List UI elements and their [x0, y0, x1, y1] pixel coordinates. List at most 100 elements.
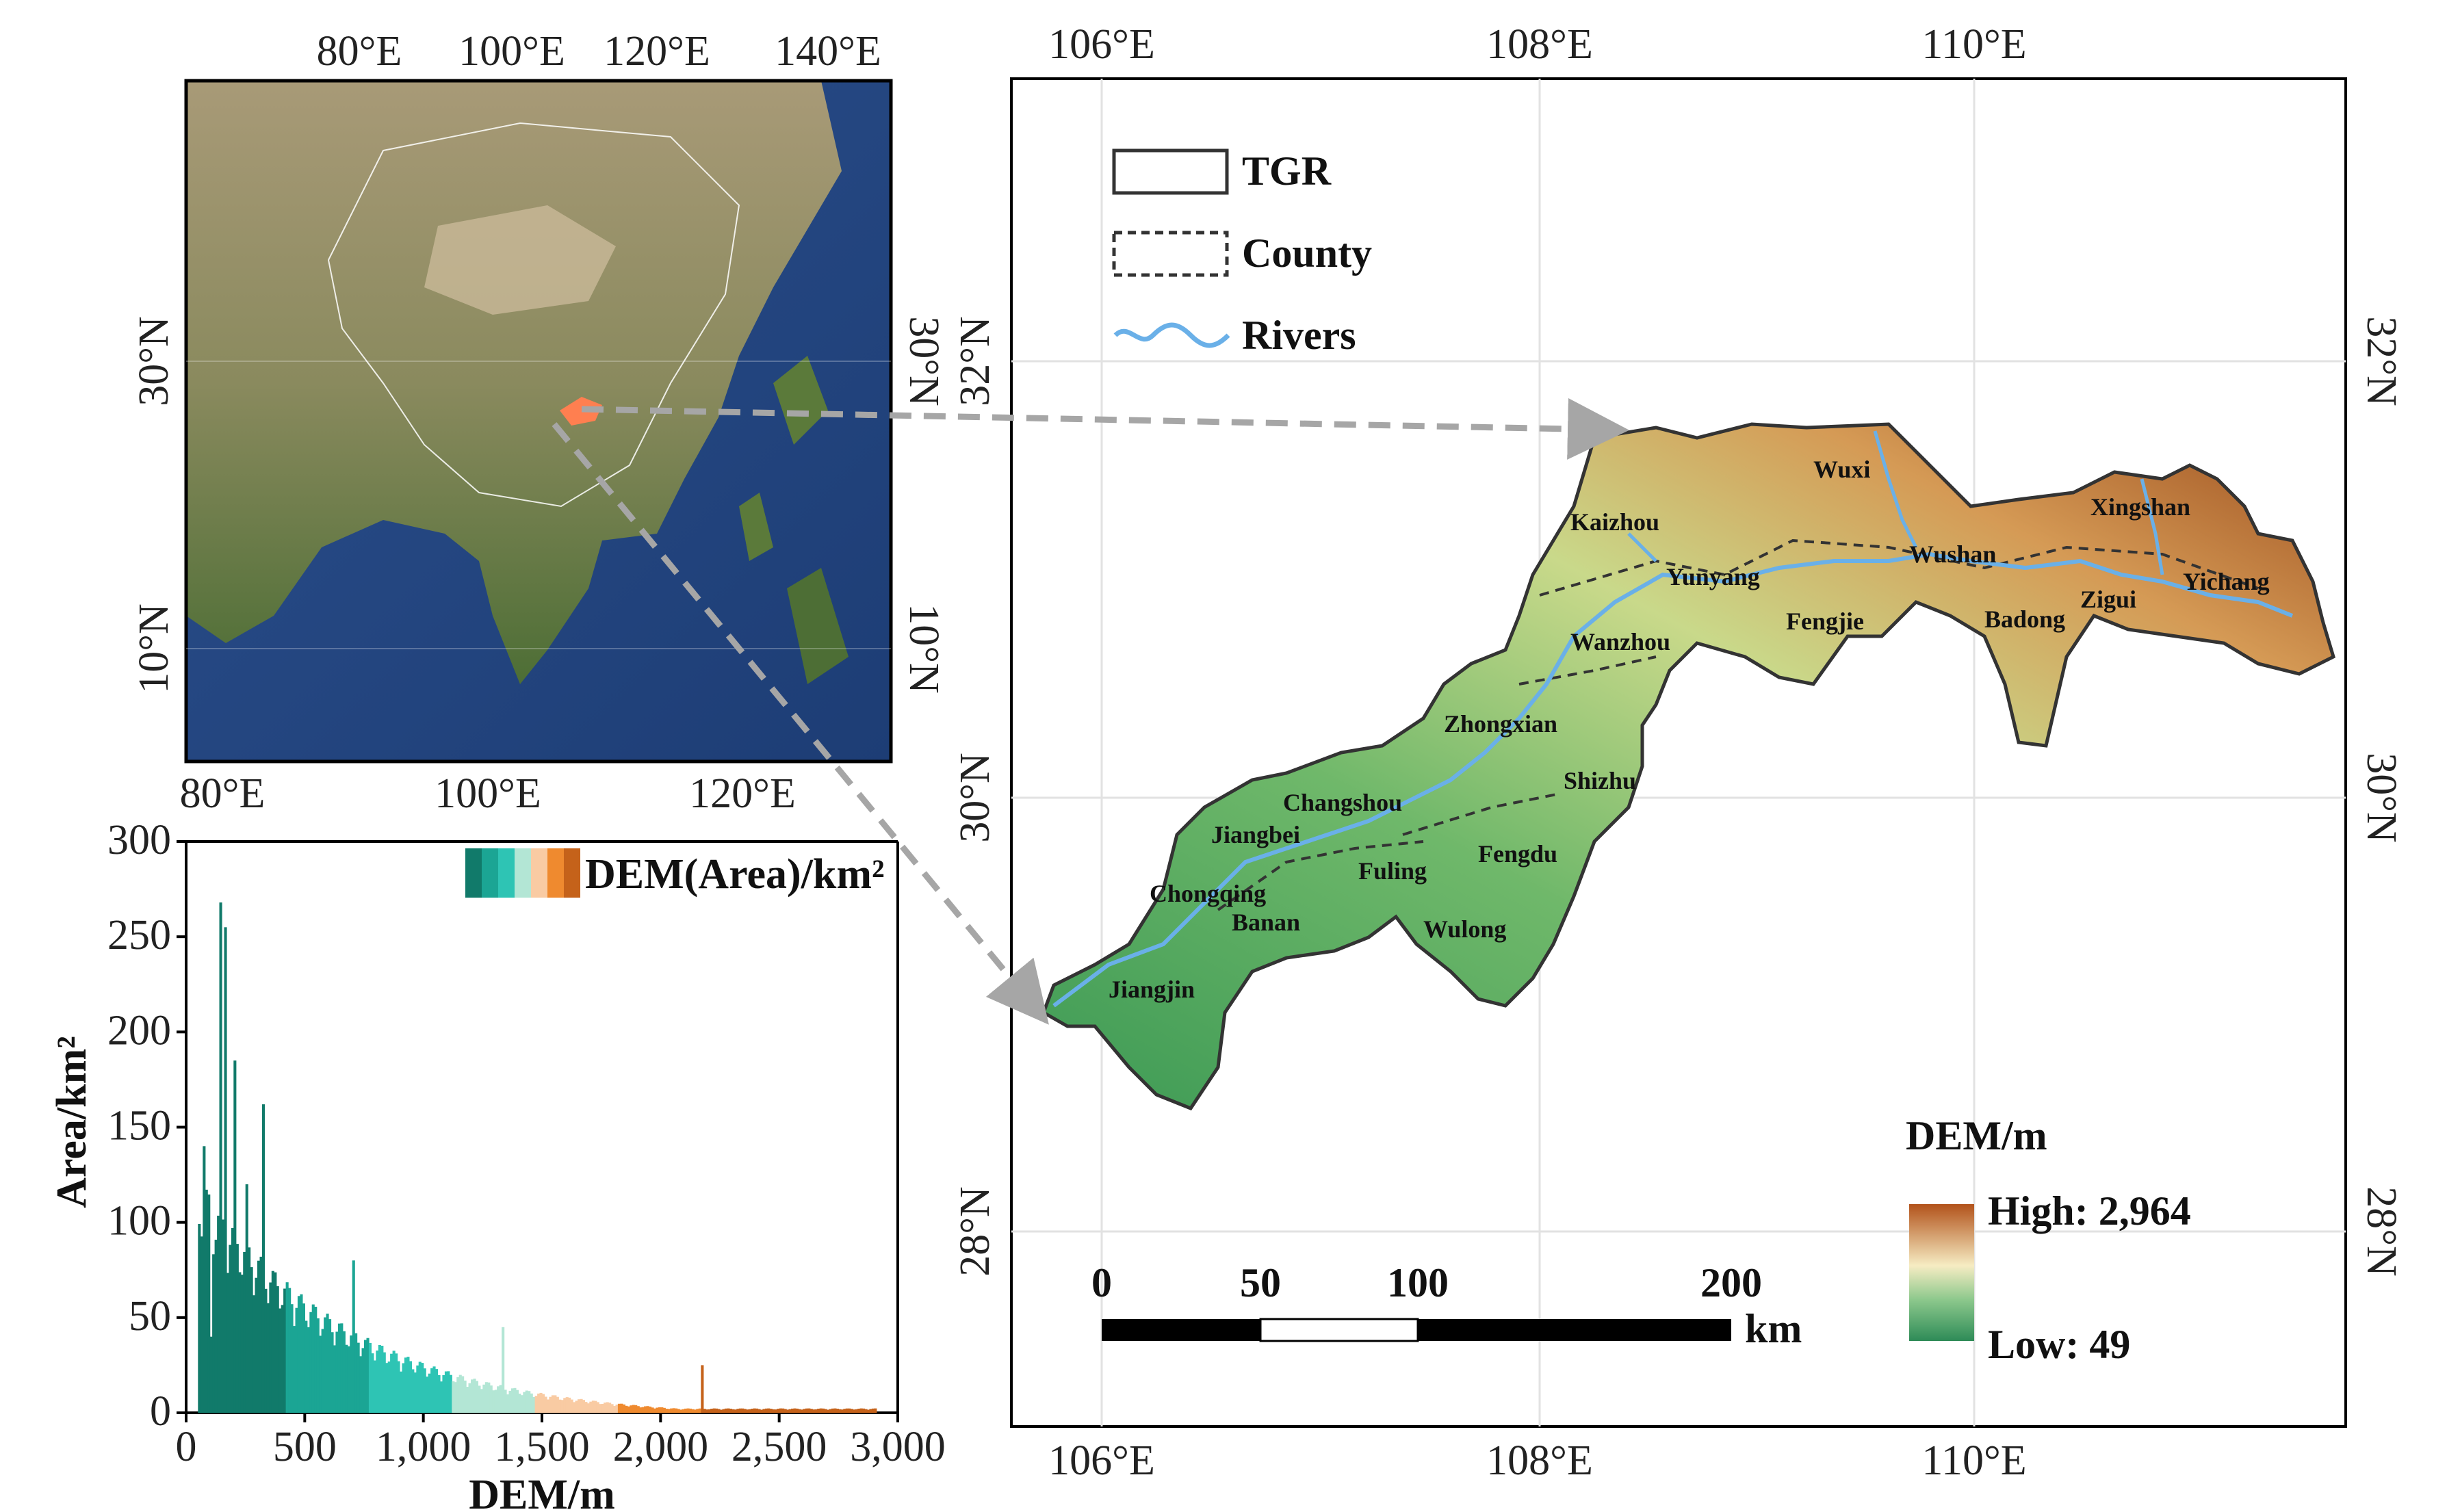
- hist-bar: [859, 1408, 863, 1413]
- hist-bar: [862, 1408, 866, 1413]
- hist-bar: [352, 1260, 355, 1413]
- hist-bar: [563, 1398, 567, 1413]
- hist-bar: [850, 1409, 853, 1413]
- main-left-tick: 28°N: [952, 1186, 998, 1277]
- scale-bar-segment: [1418, 1319, 1731, 1341]
- hist-bar: [582, 1400, 585, 1413]
- hist-bar: [248, 1247, 251, 1413]
- dem-color-ramp: [1909, 1204, 1974, 1341]
- hist-bar: [817, 1409, 820, 1413]
- hist-bar: [560, 1400, 564, 1413]
- hist-bar: [544, 1396, 547, 1413]
- hist-bar: [347, 1346, 350, 1413]
- dem-low-label: Low: 49: [1988, 1322, 2130, 1367]
- hist-bar: [454, 1382, 457, 1413]
- hist-bar: [751, 1409, 754, 1413]
- hist-bar: [672, 1408, 675, 1413]
- hist-bar: [615, 1405, 619, 1413]
- place-label: Fengjie: [1786, 608, 1864, 635]
- hist-bar: [627, 1406, 630, 1413]
- hist-bar: [279, 1308, 282, 1413]
- hist-bar: [703, 1409, 706, 1413]
- hist-bar: [779, 1408, 782, 1413]
- hist-bar: [762, 1409, 766, 1413]
- tributary-river: [1627, 430, 2164, 575]
- main-top-tick: 110°E: [1921, 21, 2026, 68]
- hist-bar: [288, 1288, 292, 1413]
- place-label: Badong: [1984, 605, 2065, 633]
- hist-bar: [788, 1409, 792, 1413]
- legend-county-label: County: [1242, 231, 1372, 276]
- hist-bar: [435, 1369, 439, 1413]
- inset-tgr-highlight: [560, 397, 602, 426]
- hist-bar: [620, 1403, 623, 1413]
- hist-bar: [649, 1406, 652, 1413]
- hist-bar: [829, 1409, 832, 1413]
- hist-bar: [209, 1336, 213, 1413]
- hist-bar: [539, 1392, 543, 1413]
- hist-bar: [594, 1400, 597, 1413]
- inset-island: [739, 493, 773, 561]
- hist-bar: [656, 1407, 659, 1413]
- hist-bar: [380, 1346, 384, 1413]
- hist-bar: [568, 1397, 571, 1413]
- hist-bar: [439, 1381, 443, 1413]
- hist-bar: [437, 1375, 441, 1413]
- hist-bar: [314, 1307, 318, 1413]
- hist-bar: [580, 1398, 583, 1413]
- hist-bar: [283, 1288, 287, 1413]
- hist-bar: [333, 1345, 336, 1413]
- hist-bar: [622, 1404, 625, 1413]
- hist-bar: [864, 1409, 868, 1413]
- hist-bar: [274, 1272, 277, 1413]
- hist-bar: [421, 1363, 424, 1413]
- hist-x-tick: 2,500: [731, 1424, 827, 1470]
- hist-bar: [722, 1409, 725, 1413]
- yangtze-river: [1052, 551, 2294, 1008]
- hist-bar: [264, 1288, 268, 1413]
- hist-bar: [715, 1408, 718, 1413]
- scale-label: 0: [1091, 1260, 1112, 1305]
- hist-bar: [691, 1409, 695, 1413]
- main-bottom-tick: 108°E: [1486, 1437, 1593, 1484]
- hist-bar: [840, 1409, 844, 1413]
- hist-bar: [497, 1386, 500, 1413]
- hist-x-tick: 2,000: [613, 1424, 709, 1470]
- hist-bar: [843, 1409, 846, 1413]
- inset-top-tick: 80°E: [317, 28, 402, 75]
- hist-bar: [586, 1403, 590, 1413]
- hist-bar: [833, 1408, 837, 1413]
- inset-bottom-tick: 120°E: [689, 770, 796, 817]
- hist-bar: [777, 1409, 780, 1413]
- inset-map: 80°E 100°E 120°E 140°E 80°E 100°E 120°E …: [131, 28, 947, 817]
- hist-bar: [793, 1408, 797, 1413]
- hist-bars: [198, 902, 877, 1413]
- hist-bar: [316, 1318, 320, 1413]
- hist-bar: [772, 1409, 775, 1413]
- hist-bar: [423, 1368, 426, 1413]
- hist-bar: [604, 1403, 607, 1413]
- hist-bar: [822, 1408, 825, 1413]
- place-label: Jiangbei: [1211, 821, 1300, 848]
- hist-bar: [504, 1390, 507, 1413]
- main-top-tick: 106°E: [1048, 21, 1155, 68]
- hist-bar: [290, 1304, 294, 1413]
- hist-bar: [596, 1402, 599, 1413]
- hist-bar: [466, 1387, 469, 1413]
- place-label: Fengdu: [1478, 840, 1557, 868]
- hist-bar: [198, 1224, 201, 1413]
- inset-top-tick: 100°E: [458, 28, 565, 75]
- scale-bar-segment: [1102, 1319, 1260, 1341]
- hist-bar: [350, 1335, 353, 1413]
- hist-legend-swatch: [465, 848, 482, 898]
- hist-bar: [786, 1409, 790, 1413]
- hist-bar: [432, 1366, 436, 1413]
- scale-bar-segment: [1259, 1318, 1419, 1342]
- place-label: Chongqing: [1150, 880, 1266, 907]
- main-left-tick: 30°N: [952, 753, 998, 843]
- hist-bar: [404, 1357, 407, 1413]
- place-label: Wushan: [1909, 540, 1996, 568]
- hist-bar: [475, 1381, 478, 1413]
- hist-bar: [207, 1194, 211, 1413]
- hist-bar: [518, 1394, 521, 1413]
